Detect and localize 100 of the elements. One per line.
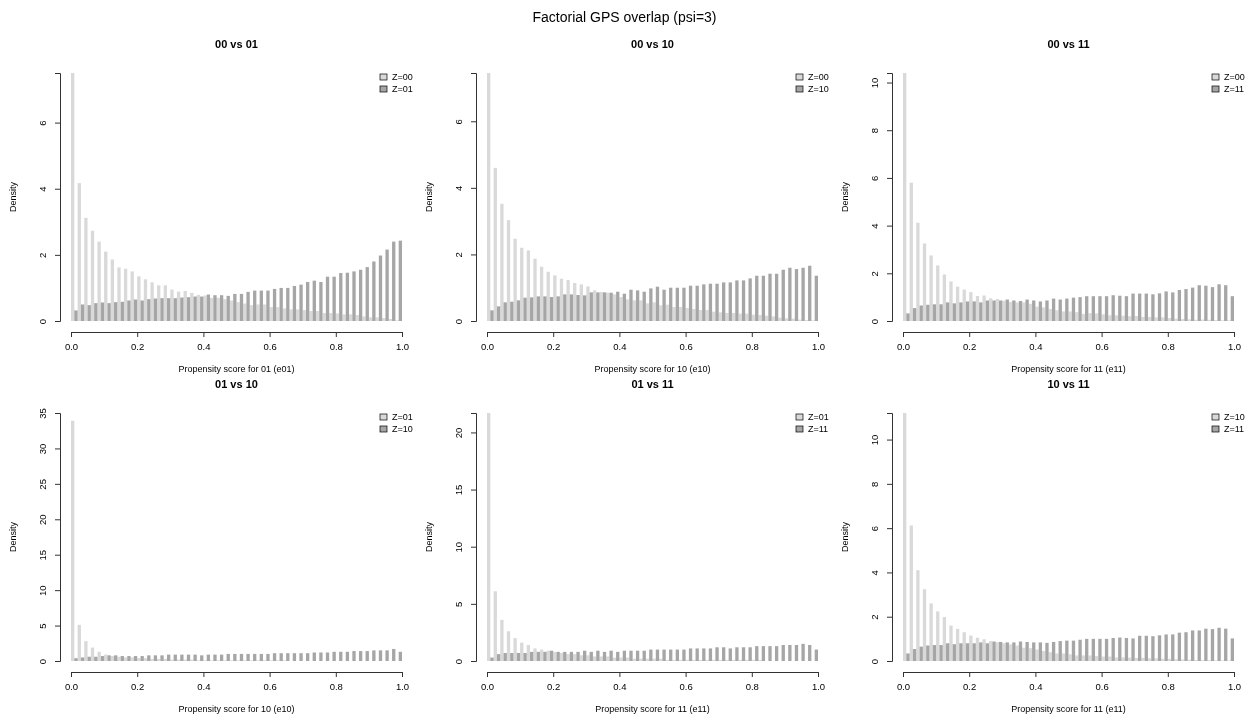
legend-label: Z=11 xyxy=(1224,84,1245,94)
x-axis-title: Propensity score for 11 (e11) xyxy=(1011,704,1126,714)
y-tick-label: 0 xyxy=(37,658,48,665)
chart-title: 00 vs 10 xyxy=(631,38,674,50)
x-tick-label: 0.6 xyxy=(679,681,693,693)
y-tick-label: 8 xyxy=(869,481,880,488)
legend-label: Z=00 xyxy=(392,72,413,82)
x-tick-label: 0.6 xyxy=(679,341,693,353)
y-tick-label: 2 xyxy=(453,252,464,258)
x-tick-label: 1.0 xyxy=(1227,681,1242,693)
y-tick-label: 35 xyxy=(37,408,48,419)
x-tick-label: 0.0 xyxy=(64,341,79,353)
chart-title: 01 vs 10 xyxy=(215,378,258,390)
y-tick-label: 0 xyxy=(37,318,48,325)
y-axis-title: Density xyxy=(840,181,850,213)
x-tick-label: 1.0 xyxy=(395,681,410,693)
x-tick-label: 0.0 xyxy=(896,341,911,353)
x-tick-label: 0.2 xyxy=(963,681,977,693)
y-tick-label: 8 xyxy=(869,128,880,134)
x-tick-label: 0.2 xyxy=(547,341,561,353)
y-tick-label: 0 xyxy=(453,318,464,325)
x-tick-label: 0.4 xyxy=(1029,681,1043,693)
y-tick-label: 4 xyxy=(869,223,880,229)
x-tick-label: 0.0 xyxy=(64,681,79,693)
x-axis-title: Propensity score for 01 (e01) xyxy=(178,364,295,374)
x-tick-label: 0.8 xyxy=(1161,341,1175,353)
legend-label: Z=01 xyxy=(392,412,413,422)
chart-title: 10 vs 11 xyxy=(1047,378,1090,390)
y-axis-title: Density xyxy=(8,181,18,213)
x-tick-label: 0.4 xyxy=(613,341,627,353)
legend-label: Z=01 xyxy=(808,412,829,422)
y-axis-title: Density xyxy=(8,521,18,553)
legend-label: Z=00 xyxy=(1224,72,1245,82)
y-tick-label: 25 xyxy=(37,479,48,490)
y-tick-label: 10 xyxy=(869,434,880,446)
x-tick-label: 0.8 xyxy=(329,341,343,353)
y-tick-label: 15 xyxy=(37,549,48,561)
x-tick-label: 1.0 xyxy=(395,341,410,353)
y-tick-label: 10 xyxy=(869,77,880,89)
x-tick-label: 0.2 xyxy=(547,681,561,693)
x-tick-label: 1.0 xyxy=(811,341,826,353)
x-tick-label: 0.6 xyxy=(263,341,277,353)
x-tick-label: 0.0 xyxy=(480,681,495,693)
legend-label: Z=00 xyxy=(808,72,829,82)
y-tick-label: 10 xyxy=(453,541,464,553)
legend-label: Z=01 xyxy=(392,84,413,94)
legend-label: Z=11 xyxy=(808,424,829,434)
legend-label: Z=10 xyxy=(808,84,829,94)
chart-title: 00 vs 01 xyxy=(215,38,258,50)
y-tick-label: 6 xyxy=(869,525,880,532)
y-axis-title: Density xyxy=(424,521,434,553)
x-tick-label: 1.0 xyxy=(811,681,826,693)
y-tick-label: 30 xyxy=(37,443,48,455)
x-tick-label: 0.6 xyxy=(263,681,277,693)
legend-label: Z=10 xyxy=(1224,412,1245,422)
x-axis-title: Propensity score for 10 (e10) xyxy=(178,704,295,714)
chart-title: 01 vs 11 xyxy=(631,378,674,390)
y-axis-title: Density xyxy=(424,181,434,213)
x-axis-title: Propensity score for 11 (e11) xyxy=(595,704,710,714)
y-tick-label: 0 xyxy=(869,658,880,665)
y-tick-label: 5 xyxy=(37,623,48,629)
y-tick-label: 6 xyxy=(37,120,48,126)
y-tick-label: 2 xyxy=(869,271,880,277)
x-tick-label: 0.4 xyxy=(197,341,211,353)
x-tick-label: 0.0 xyxy=(480,341,495,353)
x-tick-label: 0.2 xyxy=(963,341,977,353)
x-tick-label: 0.8 xyxy=(1161,681,1175,693)
x-tick-label: 0.6 xyxy=(1095,681,1109,693)
y-tick-label: 0 xyxy=(453,658,464,665)
legend-label: Z=11 xyxy=(1224,424,1245,434)
x-tick-label: 0.4 xyxy=(613,681,627,693)
y-tick-label: 5 xyxy=(453,601,464,608)
x-axis-title: Propensity score for 10 (e10) xyxy=(594,364,711,374)
text: Factorial GPS overlap (psi=3) xyxy=(532,9,717,25)
x-tick-label: 0.2 xyxy=(131,341,145,353)
x-tick-label: 1.0 xyxy=(1227,341,1242,353)
y-tick-label: 20 xyxy=(37,514,48,526)
x-tick-label: 0.2 xyxy=(131,681,145,693)
y-tick-label: 2 xyxy=(869,614,880,620)
chart-title: 00 vs 11 xyxy=(1047,38,1090,50)
x-tick-label: 0.8 xyxy=(745,341,759,353)
y-axis-title: Density xyxy=(840,521,850,553)
x-tick-label: 0.8 xyxy=(329,681,343,693)
x-tick-label: 0.8 xyxy=(745,681,759,693)
x-axis-title: Propensity score for 11 (e11) xyxy=(1011,364,1126,374)
x-tick-label: 0.4 xyxy=(197,681,211,693)
y-tick-label: 4 xyxy=(453,185,464,191)
x-tick-label: 0.0 xyxy=(896,681,911,693)
y-tick-label: 20 xyxy=(453,427,464,439)
y-tick-label: 6 xyxy=(869,175,880,182)
y-tick-label: 6 xyxy=(453,119,464,125)
y-tick-label: 0 xyxy=(869,318,880,325)
y-tick-label: 4 xyxy=(869,570,880,576)
legend-label: Z=10 xyxy=(392,424,413,434)
x-tick-label: 0.4 xyxy=(1029,341,1043,353)
y-tick-label: 2 xyxy=(37,252,48,259)
y-tick-label: 4 xyxy=(37,186,48,192)
x-tick-label: 0.6 xyxy=(1095,341,1109,353)
y-tick-label: 15 xyxy=(453,484,464,496)
y-tick-label: 10 xyxy=(37,585,48,596)
